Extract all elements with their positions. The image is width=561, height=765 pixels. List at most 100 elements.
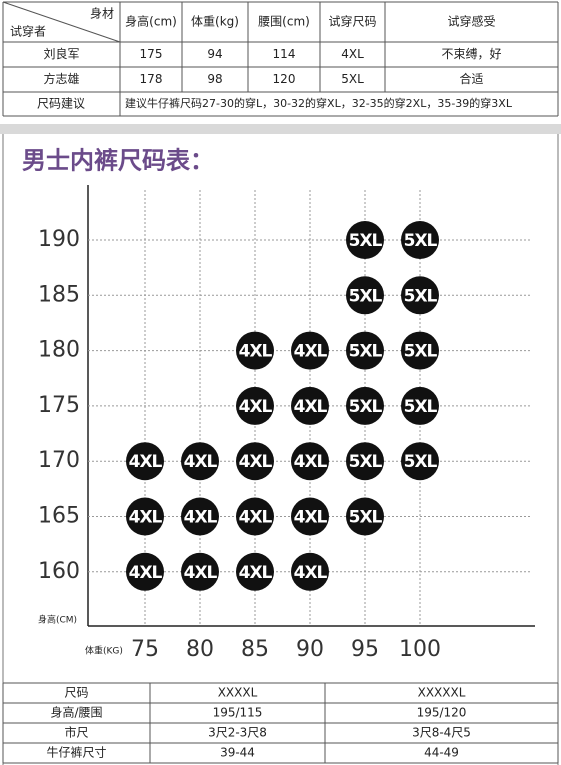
size-badge bbox=[236, 442, 274, 481]
size-label: 4XL bbox=[294, 563, 328, 583]
size-label: 4XL bbox=[294, 397, 328, 417]
size-label: 4XL bbox=[129, 508, 163, 528]
table-cell: 合适 bbox=[459, 71, 483, 86]
size-label: 5XL bbox=[404, 286, 438, 306]
table-cell: XXXXL bbox=[218, 686, 258, 700]
table-cell: 98 bbox=[207, 72, 222, 86]
size-label: 5XL bbox=[349, 231, 383, 251]
y-tick-label: 165 bbox=[38, 504, 80, 529]
table-cell: 3尺8-4尺5 bbox=[412, 726, 471, 740]
table-cell: 身高/腰围 bbox=[50, 705, 102, 720]
size-label: 5XL bbox=[349, 397, 383, 417]
x-axis-label: 体重(KG) bbox=[85, 645, 123, 657]
size-label: 5XL bbox=[404, 452, 438, 472]
size-badge bbox=[236, 552, 274, 591]
table-header: 腰围(cm) bbox=[258, 15, 310, 29]
y-tick-label: 185 bbox=[38, 282, 80, 307]
size-label: 4XL bbox=[239, 508, 273, 528]
y-tick-label: 180 bbox=[38, 338, 80, 363]
size-badge bbox=[346, 276, 384, 315]
table-cell: 刘良军 bbox=[43, 46, 79, 61]
size-label: 4XL bbox=[294, 342, 328, 362]
table-header: 试穿感受 bbox=[447, 14, 495, 29]
table-cell: XXXXXL bbox=[418, 686, 466, 700]
size-badge bbox=[126, 552, 164, 591]
size-label: 4XL bbox=[239, 452, 273, 472]
size-badge bbox=[346, 497, 384, 536]
corner-bottom: 试穿者 bbox=[10, 24, 46, 39]
table-cell: 195/120 bbox=[417, 706, 467, 720]
table-cell: 120 bbox=[273, 72, 296, 86]
corner-top: 身材 bbox=[90, 6, 114, 21]
size-badge bbox=[181, 552, 219, 591]
size-label: 4XL bbox=[239, 563, 273, 583]
chart-title: 男士内裤尺码表： bbox=[22, 146, 214, 175]
size-label: 5XL bbox=[349, 452, 383, 472]
x-tick-label: 95 bbox=[351, 637, 379, 662]
size-label: 5XL bbox=[349, 508, 383, 528]
y-tick-label: 175 bbox=[38, 393, 80, 418]
advice-text: 建议牛仔裤尺码27-30的穿L，30-32的穿XL，32-35的穿2XL，35-… bbox=[125, 96, 513, 110]
size-badge bbox=[346, 221, 384, 259]
size-label: 5XL bbox=[349, 342, 383, 362]
table-header: 身高(cm) bbox=[125, 14, 177, 29]
size-label: 5XL bbox=[404, 231, 438, 251]
size-badge bbox=[236, 331, 274, 370]
size-label: 4XL bbox=[184, 563, 218, 583]
table-header: 试穿尺码 bbox=[328, 14, 376, 29]
table-cell: 178 bbox=[140, 72, 163, 86]
size-label: 4XL bbox=[129, 563, 163, 583]
size-label: 4XL bbox=[184, 452, 218, 472]
size-label: 4XL bbox=[294, 508, 328, 528]
x-tick-label: 90 bbox=[296, 637, 324, 662]
x-tick-label: 80 bbox=[186, 637, 214, 662]
size-badge bbox=[291, 442, 329, 481]
table-cell: 方志雄 bbox=[43, 71, 79, 86]
size-label: 5XL bbox=[404, 342, 438, 362]
corner-diagonal bbox=[2, 1, 121, 43]
divider-band bbox=[0, 124, 561, 134]
size-badge bbox=[291, 331, 329, 370]
table-cell: 39-44 bbox=[220, 746, 255, 760]
y-axis-label: 身高(CM) bbox=[38, 614, 77, 626]
size-badge bbox=[236, 497, 274, 536]
table-cell: 44-49 bbox=[424, 746, 459, 760]
x-tick-label: 75 bbox=[131, 637, 159, 662]
size-badge bbox=[291, 552, 329, 591]
y-tick-label: 160 bbox=[38, 559, 80, 584]
size-label: 4XL bbox=[184, 508, 218, 528]
size-badge bbox=[291, 386, 329, 425]
advice-label: 尺码建议 bbox=[37, 97, 85, 111]
size-badge bbox=[236, 386, 274, 425]
table-cell: 114 bbox=[273, 47, 296, 61]
size-badge bbox=[401, 221, 439, 259]
y-tick-label: 190 bbox=[38, 227, 80, 252]
size-badge bbox=[401, 386, 439, 425]
size-badge bbox=[126, 442, 164, 481]
x-tick-label: 100 bbox=[399, 637, 441, 662]
table-cell: 不束缚，好 bbox=[441, 47, 501, 61]
size-badge bbox=[401, 331, 439, 370]
size-badge bbox=[181, 442, 219, 481]
size-badge bbox=[401, 442, 439, 481]
table-cell: 195/115 bbox=[213, 706, 263, 720]
size-label: 5XL bbox=[404, 397, 438, 417]
table-cell: 牛仔裤尺寸 bbox=[46, 745, 106, 760]
size-badge bbox=[346, 386, 384, 425]
table-cell: 4XL bbox=[341, 47, 364, 61]
size-label: 4XL bbox=[239, 397, 273, 417]
size-badge bbox=[346, 331, 384, 370]
size-label: 4XL bbox=[129, 452, 163, 472]
table-header: 体重(kg) bbox=[191, 15, 239, 29]
size-badge bbox=[401, 276, 439, 315]
table-cell: 175 bbox=[140, 47, 163, 61]
table-cell: 3尺2-3尺8 bbox=[208, 726, 267, 740]
size-badge bbox=[291, 497, 329, 536]
size-badge bbox=[346, 442, 384, 481]
table-cell: 94 bbox=[207, 47, 222, 61]
size-label: 5XL bbox=[349, 286, 383, 306]
x-tick-label: 85 bbox=[241, 637, 269, 662]
size-badge bbox=[126, 497, 164, 536]
table-cell: 市尺 bbox=[64, 725, 88, 740]
